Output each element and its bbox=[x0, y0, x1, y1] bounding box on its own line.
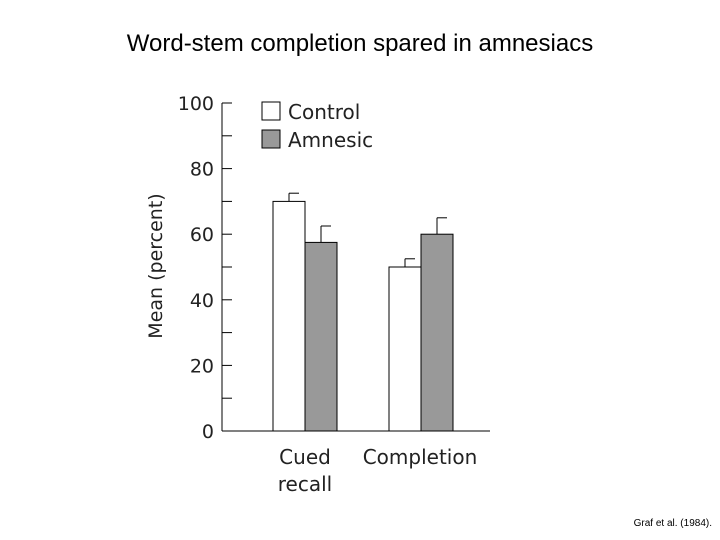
bar-control-1 bbox=[388, 266, 422, 432]
legend-label-amnesic: Amnesic bbox=[288, 128, 373, 152]
y-axis-title: Mean (percent) bbox=[145, 193, 167, 338]
citation: Graf et al. (1984). bbox=[633, 518, 712, 529]
y-tick-label: 20 bbox=[190, 355, 214, 377]
y-tick-label: 100 bbox=[178, 93, 214, 115]
slide-title: Word-stem completion spared in amnesiacs bbox=[126, 30, 594, 57]
y-tick-label: 0 bbox=[202, 421, 214, 443]
legend-swatch-control bbox=[261, 101, 281, 121]
bar-amnesic-0 bbox=[304, 241, 338, 432]
legend-label-control: Control bbox=[288, 100, 360, 124]
y-tick-label: 80 bbox=[190, 159, 214, 181]
y-tick-label: 60 bbox=[190, 224, 214, 246]
legend-swatch-amnesic bbox=[261, 129, 281, 149]
category-label: Cued bbox=[279, 445, 331, 469]
bar-amnesic-1 bbox=[420, 233, 454, 432]
y-tick-label: 40 bbox=[190, 290, 214, 312]
bar-control-0 bbox=[272, 200, 306, 432]
category-label: recall bbox=[278, 472, 332, 496]
category-label: Completion bbox=[363, 445, 478, 469]
